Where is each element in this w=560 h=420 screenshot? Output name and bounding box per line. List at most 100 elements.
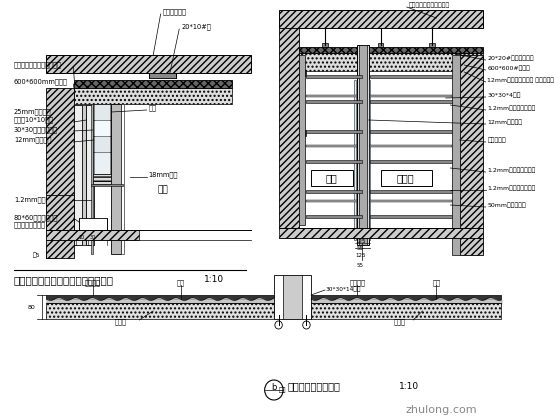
Bar	[452, 55, 460, 255]
Bar	[111, 104, 121, 254]
Text: zhulong.com: zhulong.com	[405, 405, 477, 415]
Bar	[371, 160, 454, 163]
Text: 12mm钢化玻璃: 12mm钢化玻璃	[488, 119, 522, 125]
Text: 防尘系: 防尘系	[393, 319, 405, 326]
Text: 600*600mm矿棉板: 600*600mm矿棉板	[14, 79, 68, 85]
Bar	[278, 228, 483, 238]
Bar	[381, 170, 432, 186]
Text: 1.2mm钢质彩色干挂钢: 1.2mm钢质彩色干挂钢	[488, 185, 536, 191]
Bar	[305, 130, 306, 136]
Bar	[82, 105, 86, 245]
Bar	[360, 45, 367, 245]
Text: 25mm厚石膏板: 25mm厚石膏板	[14, 109, 52, 116]
Text: 1:10: 1:10	[399, 381, 419, 391]
Bar	[311, 303, 501, 319]
Bar	[368, 80, 371, 240]
Text: 125: 125	[355, 239, 366, 244]
Text: 地胶: 地胶	[177, 280, 185, 286]
Bar	[46, 230, 139, 240]
Bar	[354, 80, 356, 240]
Text: 镀锌薄壁矩形方管型钢龙骨: 镀锌薄壁矩形方管型钢龙骨	[14, 62, 62, 68]
Bar	[274, 275, 311, 319]
Bar	[74, 88, 232, 104]
Text: 钢夹玻璃之墙身固定铁件: 钢夹玻璃之墙身固定铁件	[409, 2, 450, 8]
Bar	[306, 75, 362, 78]
Text: 千件格10*10间距: 千件格10*10间距	[14, 117, 54, 123]
Text: 55: 55	[357, 262, 364, 268]
Text: 及不锈钢益块稳管: 及不锈钢益块稳管	[14, 222, 46, 228]
Text: 80*60方管通鸡嗉管: 80*60方管通鸡嗉管	[14, 215, 58, 221]
Bar	[429, 43, 435, 47]
Text: 55: 55	[357, 246, 364, 250]
Bar	[46, 88, 74, 258]
Bar	[371, 145, 452, 147]
Bar	[93, 120, 111, 136]
Bar	[371, 190, 454, 193]
Bar	[371, 200, 452, 202]
Bar	[306, 215, 362, 218]
Bar	[371, 75, 454, 78]
Text: 30*30木龙骨刷防腐: 30*30木龙骨刷防腐	[14, 127, 58, 133]
Text: 30*30*14角钢: 30*30*14角钢	[325, 286, 361, 292]
Text: 1:10: 1:10	[204, 275, 225, 284]
Text: 1.2mm钢质彩色干挂钢: 1.2mm钢质彩色干挂钢	[488, 167, 536, 173]
Text: 1.2mm矿棉: 1.2mm矿棉	[14, 197, 45, 203]
Text: 600*600#矿棉板: 600*600#矿棉板	[488, 65, 530, 71]
Bar	[278, 28, 299, 228]
Text: 12mm厚压型大千管板 分隔间多事: 12mm厚压型大千管板 分隔间多事	[488, 77, 554, 83]
Bar	[322, 43, 328, 47]
Text: 1.2mm钢质彩色干挂钢: 1.2mm钢质彩色干挂钢	[488, 105, 536, 111]
Bar	[311, 295, 501, 299]
Text: 地胶: 地胶	[432, 280, 440, 286]
Text: 12mm强化玻璃: 12mm强化玻璃	[14, 136, 52, 143]
Text: 土5: 土5	[33, 252, 41, 258]
Text: 走道: 走道	[157, 186, 168, 194]
Bar	[306, 160, 362, 163]
Bar	[306, 145, 357, 147]
Bar	[93, 136, 111, 152]
Text: 20*20#角铁通长焊位: 20*20#角铁通长焊位	[488, 55, 534, 61]
Bar	[371, 95, 452, 97]
Bar	[94, 104, 110, 174]
Text: 走道: 走道	[325, 173, 337, 183]
Bar	[306, 190, 362, 193]
Text: 甲托: 甲托	[278, 387, 286, 393]
Text: 走道玻璃隔断剖面图: 走道玻璃隔断剖面图	[288, 381, 340, 391]
Bar	[278, 10, 483, 28]
Bar	[74, 105, 82, 245]
Bar	[460, 55, 483, 255]
Bar	[371, 215, 454, 218]
Text: 饰面地板: 饰面地板	[349, 280, 366, 286]
Text: 防尘系: 防尘系	[115, 319, 127, 326]
Bar	[93, 152, 111, 174]
Text: 10: 10	[78, 234, 85, 239]
Bar	[93, 174, 111, 184]
Text: 125: 125	[355, 252, 366, 257]
Bar	[378, 43, 384, 47]
Bar	[306, 130, 362, 133]
Text: b: b	[271, 383, 277, 391]
Bar	[299, 55, 305, 225]
Bar	[305, 70, 306, 76]
Bar	[74, 80, 232, 88]
Text: 柚木: 柚木	[148, 105, 157, 111]
Bar	[371, 100, 454, 103]
Text: 钢夹玻璃上槽: 钢夹玻璃上槽	[162, 9, 186, 15]
Bar	[79, 218, 107, 230]
Bar	[91, 104, 93, 254]
Bar	[306, 100, 362, 103]
Text: 饰面地板: 饰面地板	[85, 280, 101, 286]
Text: 18mm木板: 18mm木板	[148, 172, 178, 178]
Bar	[46, 195, 74, 230]
Bar	[306, 95, 357, 97]
Bar	[46, 295, 274, 299]
Text: 50mm橡胶木地板: 50mm橡胶木地板	[488, 202, 526, 208]
Bar	[306, 200, 357, 202]
Bar	[371, 130, 454, 133]
Bar	[91, 184, 124, 186]
Text: 走道玻璃隔断与石膏板墙接口剖面图: 走道玻璃隔断与石膏板墙接口剖面图	[14, 275, 114, 285]
Text: 办公室: 办公室	[397, 173, 414, 183]
Bar	[93, 104, 111, 120]
Text: 20*10#槽: 20*10#槽	[181, 24, 211, 30]
Bar	[311, 170, 353, 186]
